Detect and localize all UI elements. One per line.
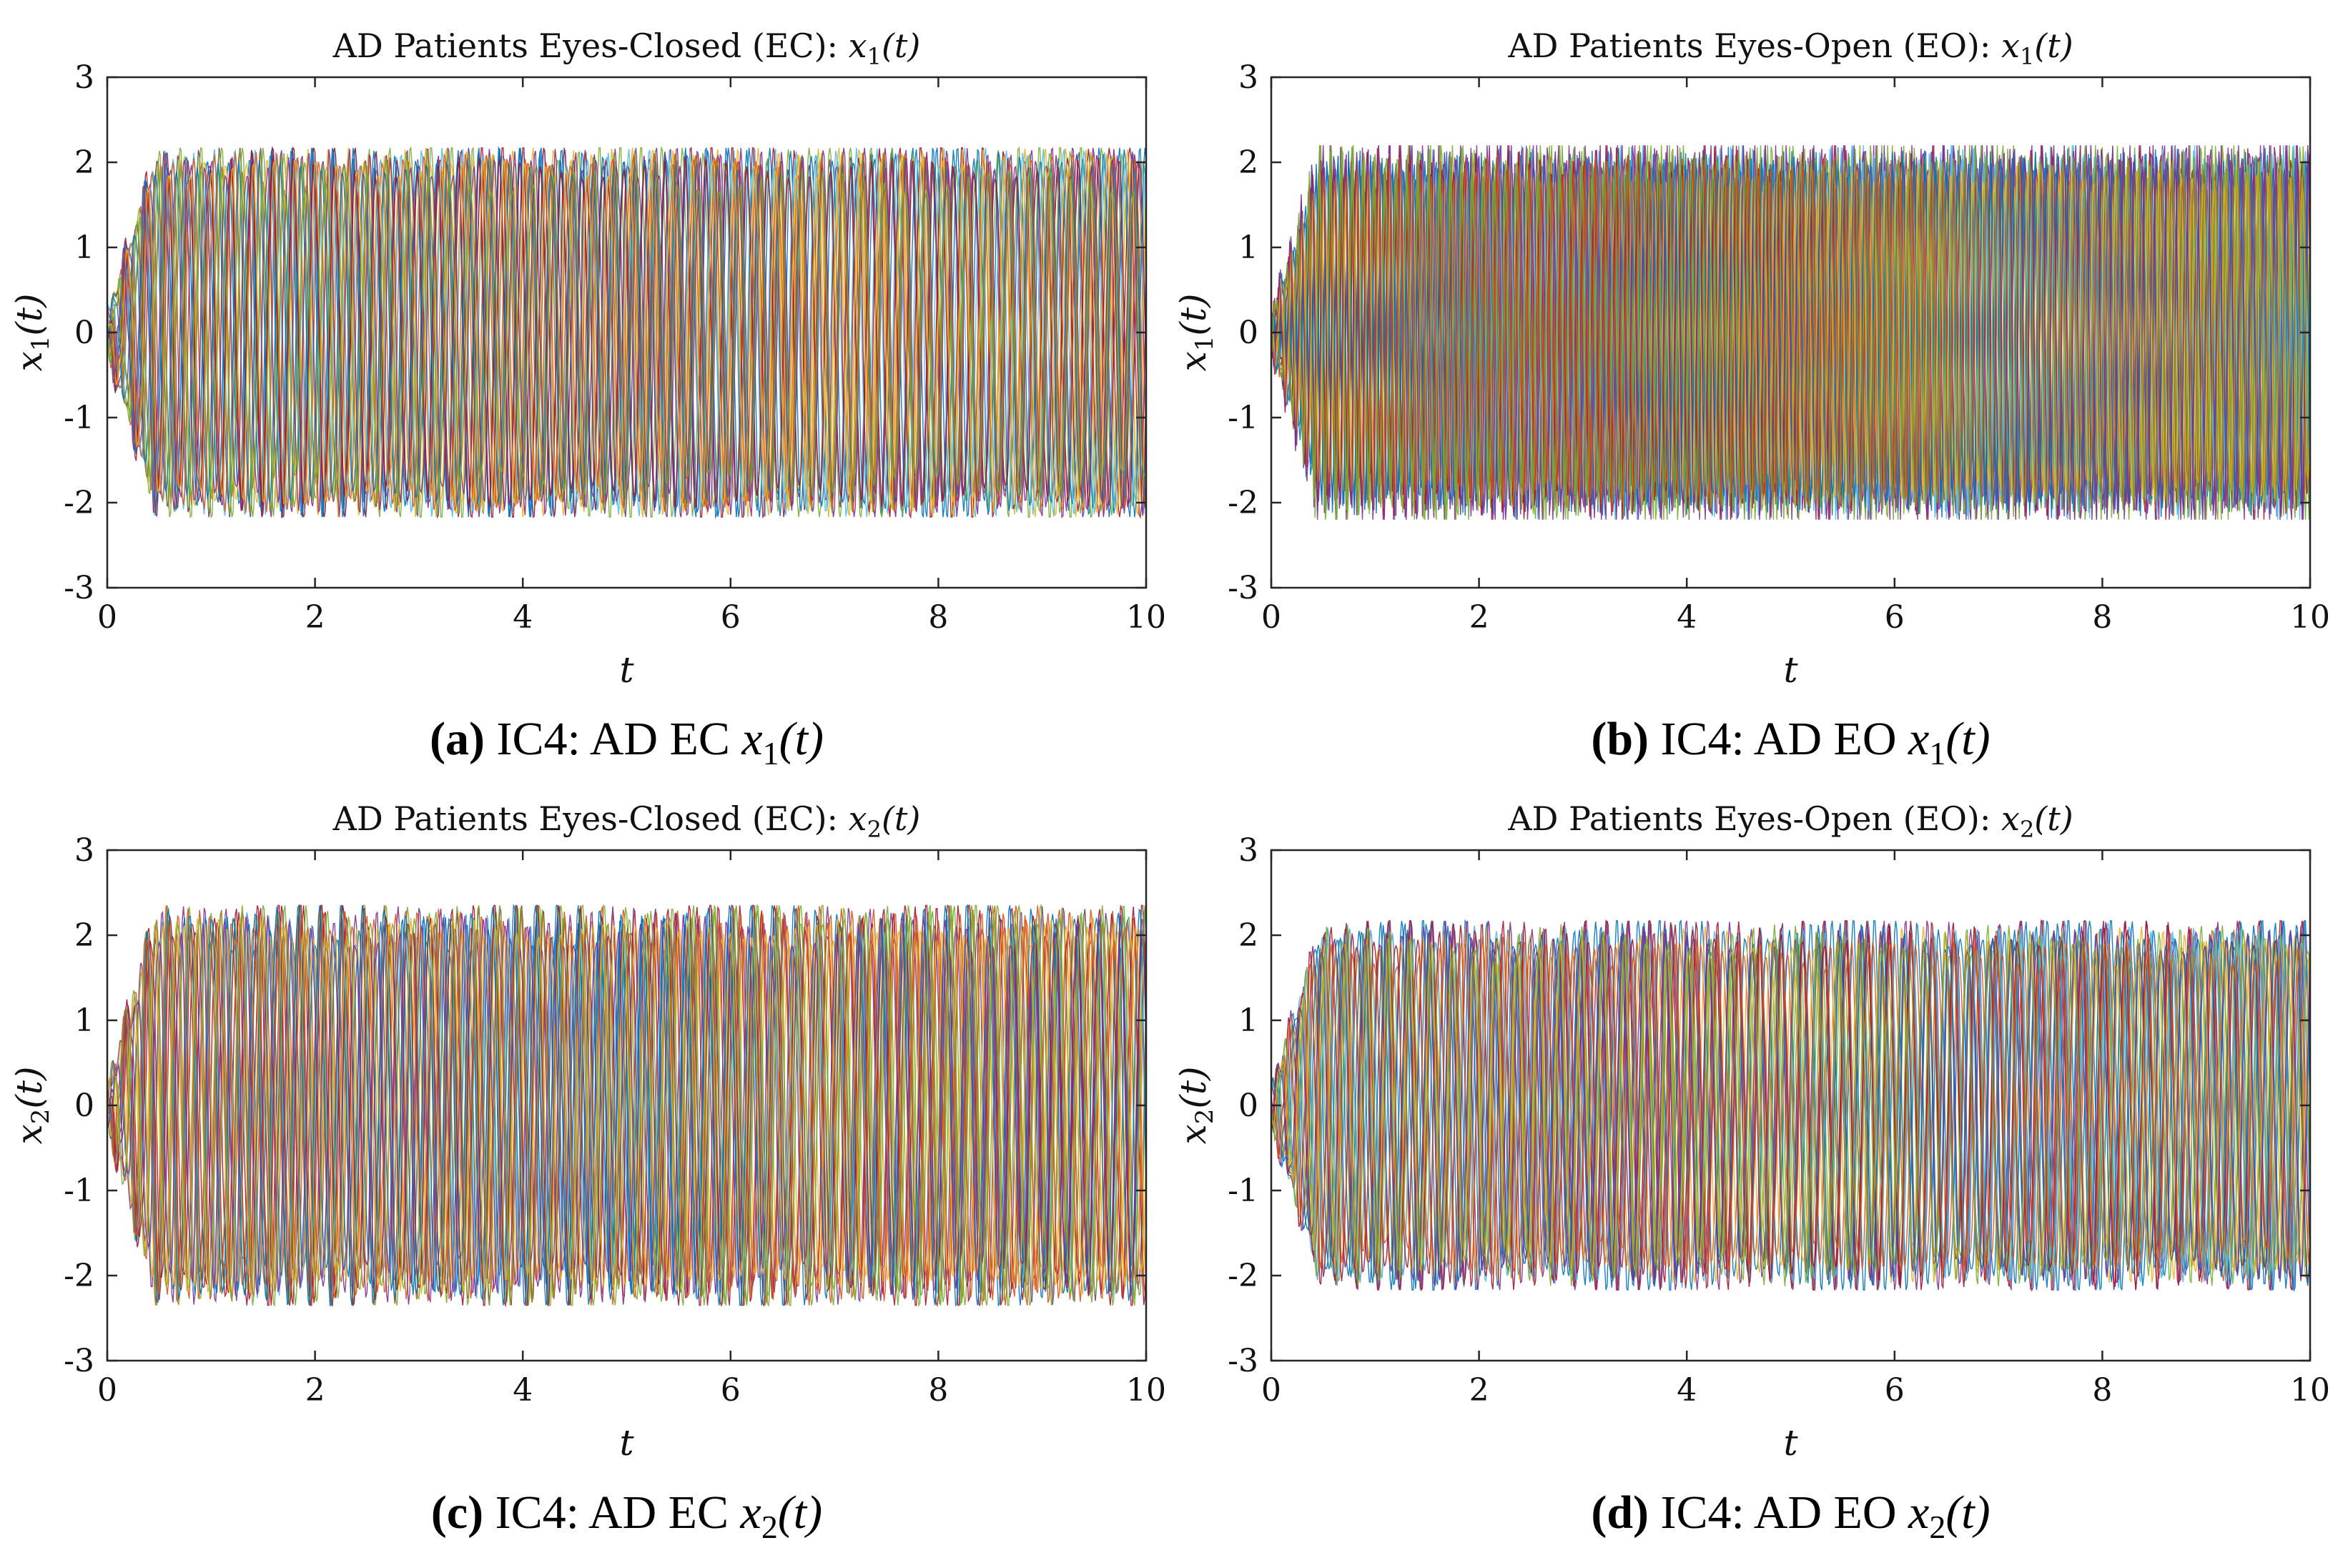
chart-title: AD Patients Eyes-Closed (EC): x1(t) bbox=[332, 26, 921, 70]
series-line-18 bbox=[1271, 145, 2310, 520]
x-tick-label: 6 bbox=[721, 599, 741, 636]
x-tick-label: 10 bbox=[2290, 1372, 2330, 1409]
subfigure-caption: (a) IC4: AD EC x1(t) bbox=[430, 713, 824, 771]
y-tick-label: 3 bbox=[74, 59, 94, 96]
x-tick-label: 2 bbox=[1469, 599, 1489, 636]
x-tick-label: 0 bbox=[1261, 1372, 1281, 1409]
y-tick-label: -3 bbox=[64, 1343, 94, 1379]
y-tick-label: -1 bbox=[64, 1173, 94, 1209]
series-line-19 bbox=[107, 905, 1146, 1308]
x-tick-label: 0 bbox=[97, 599, 117, 636]
y-tick-label: -2 bbox=[64, 485, 94, 521]
series-line-17 bbox=[107, 915, 1146, 1295]
y-tick-label: 2 bbox=[1238, 144, 1258, 181]
x-tick-label: 8 bbox=[2092, 1372, 2112, 1409]
subfigure-caption: (b) IC4: AD EO x1(t) bbox=[1591, 713, 1990, 771]
series-line-18 bbox=[107, 914, 1146, 1297]
x-axis-label: t bbox=[1783, 649, 1798, 691]
x-tick-label: 4 bbox=[1677, 599, 1697, 636]
y-axis-label: x2(t) bbox=[1173, 1067, 1219, 1145]
y-tick-label: -3 bbox=[64, 570, 94, 606]
series-line-9 bbox=[1271, 156, 2310, 509]
x-tick-label: 10 bbox=[1126, 599, 1166, 636]
y-tick-label: 3 bbox=[74, 832, 94, 869]
x-tick-label: 2 bbox=[1469, 1372, 1489, 1409]
x-tick-label: 6 bbox=[1885, 1372, 1905, 1409]
y-tick-label: 2 bbox=[74, 144, 94, 181]
x-tick-label: 0 bbox=[97, 1372, 117, 1409]
chart-title: AD Patients Eyes-Open (EO): x2(t) bbox=[1507, 799, 2073, 843]
chart-title: AD Patients Eyes-Open (EO): x1(t) bbox=[1507, 26, 2073, 70]
series-line-18 bbox=[1271, 929, 2310, 1282]
y-tick-label: 0 bbox=[1238, 1088, 1258, 1124]
y-axis-label: x1(t) bbox=[1173, 294, 1219, 372]
x-tick-label: 6 bbox=[721, 1372, 741, 1409]
series-line-19 bbox=[107, 168, 1146, 498]
x-tick-label: 8 bbox=[928, 599, 948, 636]
x-tick-label: 0 bbox=[1261, 599, 1281, 636]
series-line-8 bbox=[1271, 919, 2310, 1292]
x-tick-label: 4 bbox=[513, 1372, 533, 1409]
x-tick-label: 8 bbox=[2092, 599, 2112, 636]
series-line-19 bbox=[1271, 145, 2310, 520]
y-tick-label: 1 bbox=[74, 1002, 94, 1039]
series-line-19 bbox=[1271, 924, 2310, 1287]
y-tick-label: 1 bbox=[1238, 230, 1258, 266]
y-tick-label: 0 bbox=[1238, 315, 1258, 351]
y-tick-label: 0 bbox=[74, 315, 94, 351]
series-line-6 bbox=[107, 912, 1146, 1299]
y-tick-label: -3 bbox=[1228, 570, 1258, 606]
x-tick-label: 6 bbox=[1885, 599, 1905, 636]
subfigure-caption: (c) IC4: AD EC x2(t) bbox=[431, 1486, 822, 1545]
x-tick-label: 4 bbox=[1677, 1372, 1697, 1409]
series-line-9 bbox=[1271, 942, 2310, 1270]
y-tick-label: 2 bbox=[1238, 917, 1258, 954]
y-tick-label: 1 bbox=[74, 230, 94, 266]
subfigure-caption: (d) IC4: AD EO x2(t) bbox=[1591, 1486, 1990, 1545]
series-line-17 bbox=[107, 158, 1146, 507]
y-axis-label: x2(t) bbox=[9, 1067, 55, 1145]
y-tick-label: 3 bbox=[1238, 59, 1258, 96]
x-tick-label: 2 bbox=[305, 599, 325, 636]
series-group bbox=[1271, 145, 2310, 520]
series-group bbox=[1271, 919, 2310, 1292]
series-line-15 bbox=[107, 903, 1146, 1307]
series-line-16 bbox=[1271, 936, 2310, 1276]
y-tick-label: 0 bbox=[74, 1088, 94, 1124]
series-line-10 bbox=[107, 923, 1146, 1288]
chart-title: AD Patients Eyes-Closed (EC): x2(t) bbox=[332, 799, 921, 843]
series-line-16 bbox=[107, 152, 1146, 513]
series-line-16 bbox=[107, 911, 1146, 1301]
y-tick-label: -2 bbox=[1228, 485, 1258, 521]
y-tick-label: -1 bbox=[1228, 1173, 1258, 1209]
x-axis-label: t bbox=[619, 649, 634, 691]
y-tick-label: -3 bbox=[1228, 1343, 1258, 1379]
x-tick-label: 2 bbox=[305, 1372, 325, 1409]
series-line-11 bbox=[107, 147, 1146, 519]
x-tick-label: 4 bbox=[513, 599, 533, 636]
y-tick-label: -1 bbox=[64, 400, 94, 436]
y-tick-label: 2 bbox=[74, 917, 94, 954]
x-tick-label: 10 bbox=[1126, 1372, 1166, 1409]
series-line-17 bbox=[1271, 160, 2310, 505]
y-tick-label: 3 bbox=[1238, 832, 1258, 869]
series-group bbox=[107, 146, 1146, 519]
y-tick-label: -2 bbox=[64, 1258, 94, 1294]
y-tick-label: 1 bbox=[1238, 1002, 1258, 1039]
x-axis-label: t bbox=[619, 1422, 634, 1464]
y-tick-label: -2 bbox=[1228, 1258, 1258, 1294]
y-axis-label: x1(t) bbox=[9, 294, 55, 372]
y-tick-label: -1 bbox=[1228, 400, 1258, 436]
x-tick-label: 8 bbox=[928, 1372, 948, 1409]
x-axis-label: t bbox=[1783, 1422, 1798, 1464]
x-tick-label: 10 bbox=[2290, 599, 2330, 636]
series-group bbox=[107, 903, 1146, 1308]
